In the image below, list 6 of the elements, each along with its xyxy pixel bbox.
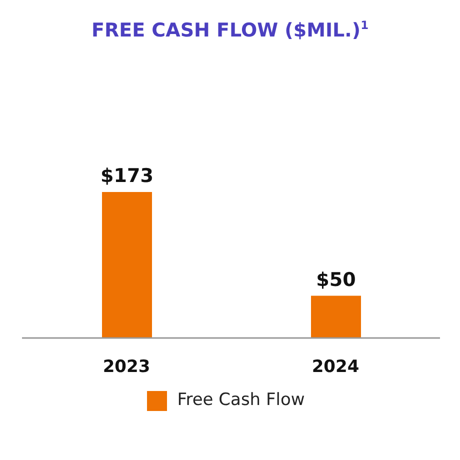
x-tick-label: 2023 — [102, 357, 150, 378]
chart-title: FREE CASH FLOW ($MIL.)$^{1}$ — [90, 18, 370, 42]
data-label: $50 — [316, 268, 356, 291]
legend-label: Free Cash Flow — [177, 390, 305, 410]
data-label: $173 — [100, 164, 154, 187]
x-tick-label: 2024 — [312, 357, 360, 378]
